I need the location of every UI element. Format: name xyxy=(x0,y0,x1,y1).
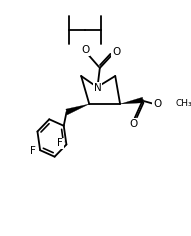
Text: F: F xyxy=(57,139,63,148)
Text: O: O xyxy=(153,99,162,109)
Polygon shape xyxy=(120,97,143,104)
Text: F: F xyxy=(30,146,36,156)
Text: O: O xyxy=(112,47,120,57)
Text: N: N xyxy=(94,83,101,93)
Text: O: O xyxy=(130,119,138,129)
Polygon shape xyxy=(66,104,89,115)
Text: CH₃: CH₃ xyxy=(175,100,191,109)
Text: O: O xyxy=(81,45,89,55)
